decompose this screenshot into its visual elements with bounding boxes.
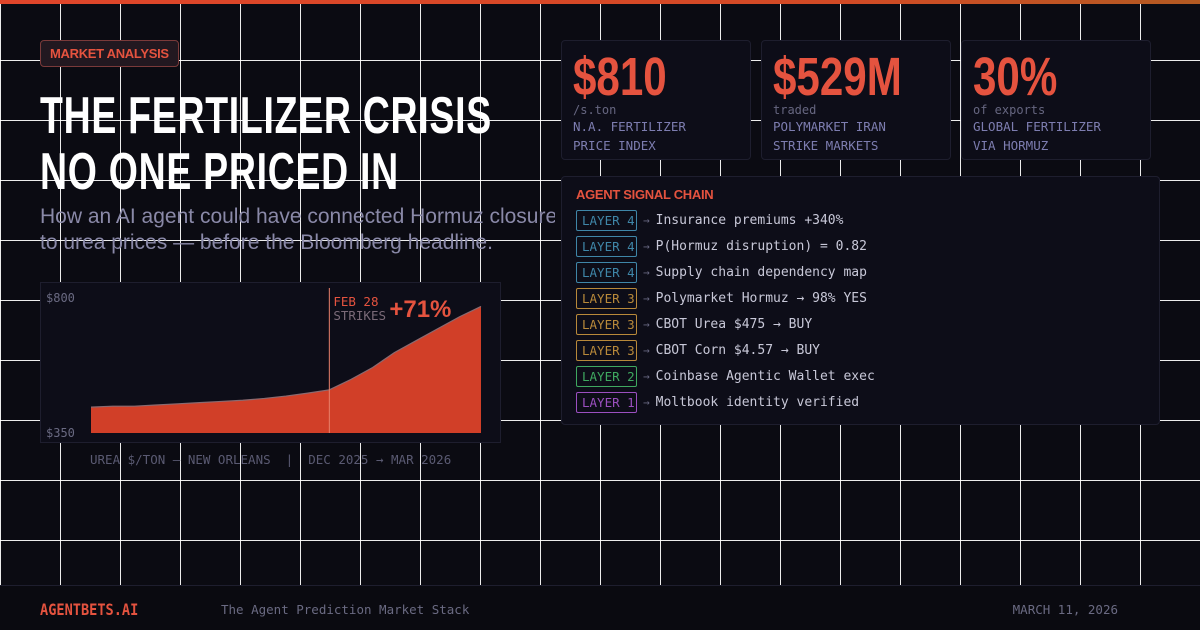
footer: AGENTBETS.AI The Agent Prediction Market… [0, 585, 1200, 630]
stat-unit: /s.ton [573, 103, 617, 117]
stat-value: $810 [573, 47, 667, 107]
signal-text: P(Hormuz disruption) = 0.82 [655, 238, 867, 254]
layer-tag: LAYER 4 [576, 209, 637, 231]
tagline: The Agent Prediction Market Stack [221, 602, 470, 617]
price-line [90, 305, 482, 408]
arrow-icon: → [643, 213, 650, 227]
stat-label: POLYMARKET IRAN [773, 119, 886, 134]
subtitle-line-2: to urea prices — before the Bloomberg he… [40, 231, 493, 254]
stat-card-exports: 30% of exports GLOBAL FERTILIZER VIA HOR… [961, 40, 1151, 160]
stat-label: VIA HORMUZ [973, 138, 1049, 153]
layer-tag: LAYER 3 [576, 313, 637, 335]
agent-signal-chain: AGENT SIGNAL CHAIN LAYER 4 → Insurance pre… [561, 176, 1160, 425]
signal-row: LAYER 2 → Coinbase Agentic Wallet exec [576, 365, 875, 387]
signal-text: Coinbase Agentic Wallet exec [655, 368, 875, 384]
signal-row: LAYER 4 → Supply chain dependency map [576, 261, 867, 283]
signal-text: Moltbook identity verified [655, 394, 860, 410]
stat-value: 30% [973, 47, 1058, 107]
subtitle: How an AI agent could have connected Hor… [40, 204, 555, 256]
stat-value: $529M [773, 47, 902, 107]
publish-date: MARCH 11, 2026 [1012, 602, 1118, 617]
arrow-icon: → [643, 265, 650, 279]
y-tick-label: $800 [46, 291, 75, 305]
signal-row: LAYER 4 → P(Hormuz disruption) = 0.82 [576, 235, 867, 257]
arrow-icon: → [643, 317, 650, 331]
arrow-icon: → [643, 291, 650, 305]
signal-text: CBOT Corn $4.57 → BUY [655, 342, 820, 358]
title-line-2: NO ONE PRICED IN [40, 143, 399, 201]
stat-card-traded: $529M traded POLYMARKET IRAN STRIKE MARK… [761, 40, 951, 160]
stat-label: GLOBAL FERTILIZER [973, 119, 1101, 134]
signal-text: CBOT Urea $475 → BUY [655, 316, 813, 332]
arrow-icon: → [643, 343, 650, 357]
signal-row: LAYER 3 → CBOT Urea $475 → BUY [576, 313, 812, 335]
arrow-icon: → [643, 369, 650, 383]
signal-row: LAYER 3 → CBOT Corn $4.57 → BUY [576, 339, 820, 361]
layer-tag: LAYER 2 [576, 365, 637, 387]
layer-tag: LAYER 4 [576, 261, 637, 283]
brand-logo[interactable]: AGENTBETS.AI [40, 600, 139, 619]
event-date-label: FEB 28 [333, 294, 378, 309]
signal-text: Supply chain dependency map [655, 264, 867, 280]
arrow-icon: → [643, 239, 650, 253]
signal-row: LAYER 1 → Moltbook identity verified [576, 391, 859, 413]
signal-text: Insurance premiums +340% [655, 212, 844, 228]
layer-tag: LAYER 1 [576, 391, 637, 413]
arrow-icon: → [643, 395, 650, 409]
subtitle-line-1: How an AI agent could have connected Hor… [40, 205, 555, 228]
layer-tag: LAYER 4 [576, 235, 637, 257]
change-label: +71% [389, 296, 451, 323]
price-area [91, 306, 481, 433]
y-tick-label: $350 [46, 426, 75, 440]
urea-price-chart: FEB 28 STRIKES +71% $800 $350 [40, 282, 501, 443]
category-badge: MARKET ANALYSIS [40, 40, 179, 67]
page-title: THE FERTILIZER CRISIS NO ONE PRICED IN [40, 88, 492, 200]
layer-tag: LAYER 3 [576, 287, 637, 309]
top-accent-bar [0, 0, 1200, 4]
stat-label: STRIKE MARKETS [773, 138, 879, 153]
signal-row: LAYER 4 → Insurance premiums +340% [576, 209, 843, 231]
stat-card-price: $810 /s.ton N.A. FERTILIZER PRICE INDEX [561, 40, 751, 160]
signal-text: Polymarket Hormuz → 98% YES [655, 290, 867, 306]
stat-label: PRICE INDEX [573, 138, 656, 153]
stat-unit: of exports [973, 103, 1046, 117]
title-line-1: THE FERTILIZER CRISIS [40, 87, 492, 145]
event-name-label: STRIKES [333, 308, 386, 323]
stat-label: N.A. FERTILIZER [573, 119, 686, 134]
layer-tag: LAYER 3 [576, 339, 637, 361]
signal-chain-title: AGENT SIGNAL CHAIN [576, 187, 714, 202]
stat-unit: traded [773, 103, 817, 117]
chart-caption: UREA $/TON — NEW ORLEANS | DEC 2025 → MA… [90, 452, 452, 467]
signal-row: LAYER 3 → Polymarket Hormuz → 98% YES [576, 287, 867, 309]
